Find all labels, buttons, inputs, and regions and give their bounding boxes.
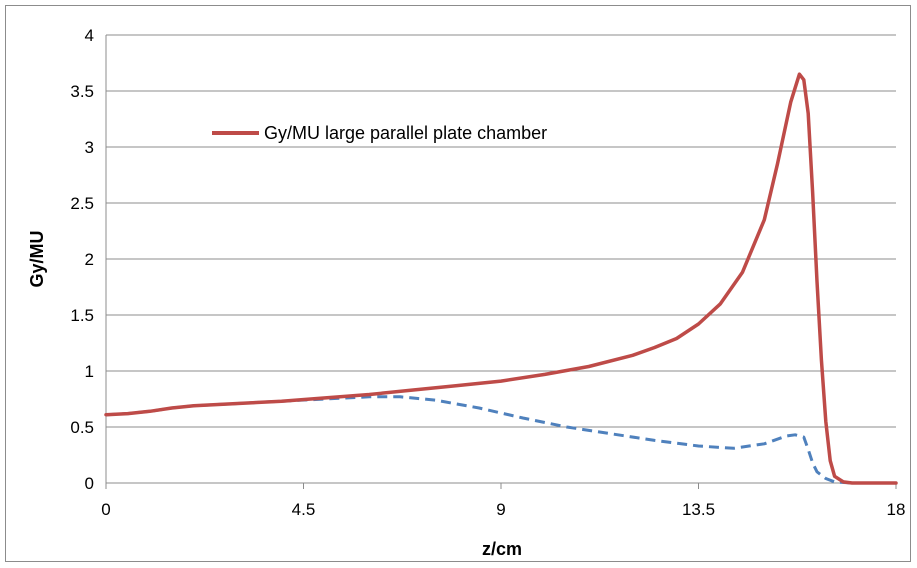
y-tick-label: 1.5 bbox=[70, 306, 94, 325]
gridlines bbox=[106, 34, 896, 428]
legend-label: Gy/MU large parallel plate chamber bbox=[264, 123, 547, 143]
x-tick-label: 0 bbox=[101, 500, 110, 519]
x-axis-title: z/cm bbox=[482, 539, 522, 559]
chart-frame bbox=[5, 5, 911, 562]
legend: Gy/MU large parallel plate chamber bbox=[212, 123, 547, 143]
y-tick-label: 1 bbox=[85, 362, 94, 381]
x-tick-label: 9 bbox=[496, 500, 505, 519]
y-tick-label: 0 bbox=[85, 474, 94, 493]
series-line-dashed bbox=[105, 395, 896, 485]
series-lines bbox=[104, 72, 898, 485]
y-tick-label: 2 bbox=[85, 250, 94, 269]
y-tick-label: 3.5 bbox=[70, 82, 94, 101]
y-tick-label: 4 bbox=[85, 26, 94, 45]
y-tick-label: 2.5 bbox=[70, 194, 94, 213]
y-axis-title: Gy/MU bbox=[27, 230, 47, 287]
x-tick-label: 13.5 bbox=[682, 500, 715, 519]
axes: 0 0.5 1 1.5 2 2.5 3 3.5 4 0 4.5 9 13.5 18 bbox=[70, 26, 905, 519]
y-tick-label: 0.5 bbox=[70, 418, 94, 437]
x-tick-label: 18 bbox=[887, 500, 906, 519]
x-tick-label: 4.5 bbox=[292, 500, 316, 519]
series-line-large-parallel-plate-chamber bbox=[104, 72, 898, 485]
y-tick-label: 3 bbox=[85, 138, 94, 157]
